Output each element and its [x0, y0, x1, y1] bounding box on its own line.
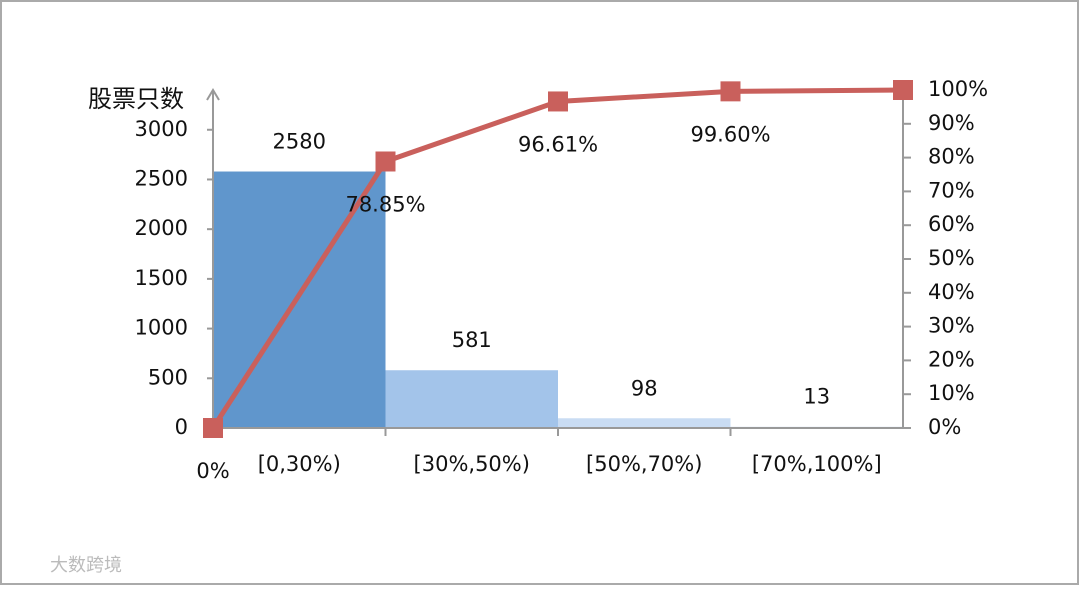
y2-tick-label: 10% [928, 381, 975, 405]
y-tick-label: 1500 [135, 266, 188, 290]
x-tick-label: [30%,50%) [414, 452, 530, 476]
line-marker [548, 91, 568, 112]
y2-tick-label: 0% [928, 415, 961, 439]
line-label: 78.85% [345, 192, 425, 216]
y2-tick-label: 20% [928, 347, 975, 371]
y2-tick-label: 70% [928, 178, 975, 202]
line-marker [375, 151, 396, 172]
y2-tick-label: 100% [928, 77, 988, 101]
y-tick-label: 0 [175, 415, 188, 439]
y2-tick-label: 90% [928, 111, 975, 135]
y-tick-label: 2000 [135, 216, 188, 240]
y2-tick-label: 60% [928, 212, 975, 236]
x-tick-label: [70%,100%] [752, 452, 882, 476]
line-label: 96.61% [518, 132, 598, 156]
line-label: 0% [196, 459, 229, 483]
y-axis-label: 股票只数 [88, 85, 184, 113]
y-tick-label: 3000 [135, 117, 188, 141]
watermark: 大数跨境 [50, 555, 122, 576]
line-marker [720, 81, 741, 102]
bar [558, 418, 731, 428]
y2-tick-label: 40% [928, 280, 975, 304]
y2-tick-label: 30% [928, 314, 975, 338]
bar-label: 581 [452, 328, 492, 352]
y-axis-arrow [206, 88, 220, 101]
y-tick-label: 2500 [135, 166, 188, 190]
bar-label: 13 [803, 385, 830, 409]
y2-tick-label: 50% [928, 246, 975, 270]
bar-label: 98 [631, 376, 658, 400]
y2-tick-label: 80% [928, 145, 975, 169]
x-tick-label: [50%,70%) [586, 452, 702, 476]
y-tick-label: 1000 [135, 316, 188, 340]
y-tick-label: 500 [148, 365, 188, 389]
line-label: 99.60% [690, 122, 770, 146]
bar-label: 2580 [273, 130, 326, 154]
line-marker [203, 418, 223, 438]
line-marker [893, 80, 913, 100]
x-tick-label: [0,30%) [258, 452, 341, 476]
bar [385, 370, 558, 428]
